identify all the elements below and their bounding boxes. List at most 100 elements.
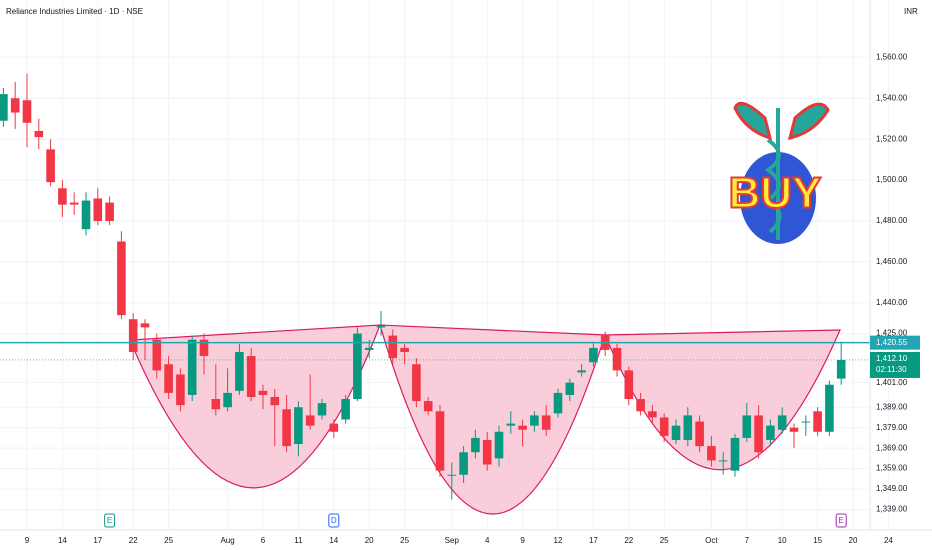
x-tick-label: 15 bbox=[813, 536, 822, 545]
candle-body bbox=[683, 415, 693, 440]
x-tick-label: 4 bbox=[485, 536, 490, 545]
candle-body bbox=[518, 425, 527, 430]
x-tick-label: 10 bbox=[778, 536, 787, 545]
x-tick-label: 20 bbox=[365, 536, 374, 545]
candle-body bbox=[718, 460, 728, 462]
y-tick-label: 1,389.00 bbox=[876, 402, 908, 411]
x-tick-label: 17 bbox=[589, 536, 598, 545]
candle-body bbox=[282, 409, 291, 447]
sticker-text: BUY bbox=[729, 169, 822, 218]
countdown: 02:11:30 bbox=[876, 365, 907, 374]
y-tick-label: 1,440.00 bbox=[876, 298, 908, 307]
event-label: E bbox=[839, 516, 844, 525]
x-tick-label: Sep bbox=[445, 536, 460, 545]
candle-body bbox=[530, 415, 539, 426]
candle-body bbox=[541, 415, 551, 430]
candle-body bbox=[612, 347, 622, 371]
candle-body bbox=[22, 100, 32, 123]
x-tick-label: 12 bbox=[554, 536, 563, 545]
staff bbox=[764, 108, 782, 240]
candle-body bbox=[258, 390, 268, 395]
candle-body bbox=[836, 359, 846, 379]
x-tick-label: 9 bbox=[520, 536, 525, 545]
candle-body bbox=[577, 370, 586, 373]
x-tick-label: 14 bbox=[58, 536, 67, 545]
candle-body bbox=[341, 399, 350, 420]
candle-body bbox=[176, 374, 185, 406]
y-tick-label: 1,480.00 bbox=[876, 216, 908, 225]
candle-body bbox=[636, 399, 645, 412]
y-tick-label: 1,540.00 bbox=[876, 93, 908, 102]
candle-body bbox=[187, 339, 197, 395]
candle-body bbox=[69, 202, 79, 205]
event-label: D bbox=[331, 516, 337, 525]
candle-body bbox=[825, 384, 834, 432]
x-tick-label: 6 bbox=[261, 536, 266, 545]
candle-body bbox=[553, 392, 563, 414]
x-tick-label: Oct bbox=[705, 536, 718, 545]
candle-body bbox=[81, 200, 91, 230]
candle-body bbox=[58, 188, 67, 205]
candle-body bbox=[754, 415, 763, 453]
candle-body bbox=[388, 335, 398, 359]
wing bbox=[787, 102, 830, 141]
candle-body bbox=[270, 396, 280, 406]
candle-body bbox=[624, 370, 634, 400]
candle-body bbox=[353, 333, 362, 400]
candle-body bbox=[412, 364, 421, 402]
candle-body bbox=[329, 423, 339, 432]
y-tick-label: 1,425.00 bbox=[876, 329, 908, 338]
candle-body bbox=[506, 423, 516, 426]
candle-body bbox=[364, 347, 374, 350]
candle-body bbox=[246, 356, 256, 397]
x-tick-label: 25 bbox=[660, 536, 669, 545]
candle-body bbox=[376, 325, 386, 328]
candle-body bbox=[10, 98, 20, 113]
x-tick-label: 22 bbox=[624, 536, 633, 545]
candle-body bbox=[34, 130, 44, 138]
last-price-box bbox=[870, 351, 920, 378]
x-tick-label: 22 bbox=[129, 536, 138, 545]
x-tick-label: Aug bbox=[220, 536, 234, 545]
candle-body bbox=[766, 425, 775, 440]
y-tick-label: 1,379.00 bbox=[876, 423, 908, 432]
candle-body bbox=[801, 421, 811, 423]
event-label: E bbox=[107, 516, 112, 525]
candle-body bbox=[0, 94, 8, 121]
candle-body bbox=[482, 439, 492, 465]
y-tick-label: 1,520.00 bbox=[876, 134, 908, 143]
event-marker bbox=[104, 513, 116, 528]
candle-body bbox=[140, 323, 150, 328]
chart-title: Reliance Industries Limited · 1D · NSE bbox=[6, 7, 143, 16]
event-marker bbox=[328, 513, 340, 528]
candle-body bbox=[671, 425, 681, 440]
y-tick-label: 1,369.00 bbox=[876, 443, 908, 452]
candle-body bbox=[305, 415, 315, 426]
candle-body bbox=[494, 431, 504, 459]
event-marker bbox=[835, 513, 847, 528]
candles bbox=[0, 73, 846, 500]
overlay bbox=[0, 341, 870, 361]
candle-body bbox=[695, 421, 704, 447]
candle-body bbox=[423, 401, 433, 412]
candle-body bbox=[707, 446, 716, 461]
candle-body bbox=[565, 382, 575, 395]
candle-body bbox=[317, 403, 327, 416]
y-tick-label: 1,401.00 bbox=[876, 378, 908, 387]
candle-body bbox=[777, 415, 787, 430]
candle-body bbox=[789, 427, 799, 432]
candle-body bbox=[223, 392, 232, 408]
x-tick-label: 20 bbox=[849, 536, 858, 545]
candle-body bbox=[294, 407, 303, 445]
currency: INR bbox=[904, 7, 918, 16]
candle-body bbox=[128, 319, 138, 352]
y-tick-label: 1,500.00 bbox=[876, 175, 908, 184]
candle-body bbox=[400, 347, 409, 352]
candle-body bbox=[235, 351, 244, 391]
candle-body bbox=[46, 149, 55, 183]
last-price-label: 1,412.10 bbox=[876, 354, 908, 363]
candle-body bbox=[435, 411, 445, 471]
x-tick-label: 11 bbox=[294, 536, 303, 545]
resistance-label: 1,420.55 bbox=[876, 338, 908, 347]
